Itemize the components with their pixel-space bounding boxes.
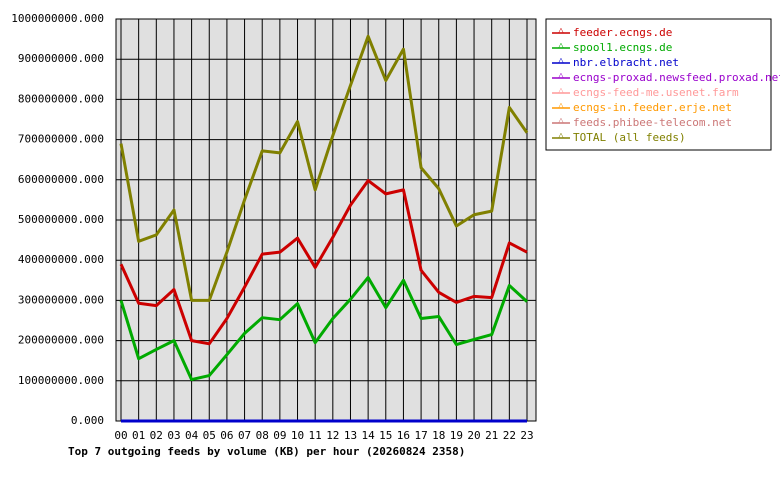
x-tick-label: 08: [256, 429, 269, 442]
x-tick-label: 02: [150, 429, 163, 442]
legend-marker: ˄: [558, 69, 564, 82]
x-tick-label: 05: [203, 429, 216, 442]
x-tick-label: 20: [467, 429, 480, 442]
x-tick-label: 07: [238, 429, 251, 442]
y-tick-label: 600000000.000: [18, 173, 104, 186]
legend-marker: ˄: [558, 54, 564, 67]
legend-marker: ˄: [558, 39, 564, 52]
x-tick-label: 03: [167, 429, 180, 442]
x-tick-label: 10: [291, 429, 304, 442]
y-tick-label: 300000000.000: [18, 293, 104, 306]
legend-label: ecngs-in.feeder.erje.net: [573, 101, 732, 114]
y-tick-label: 800000000.000: [18, 92, 104, 105]
chart-title: Top 7 outgoing feeds by volume (KB) per …: [68, 445, 465, 458]
x-tick-label: 04: [185, 429, 199, 442]
x-tick-label: 23: [520, 429, 533, 442]
legend-box: [545, 18, 772, 151]
y-tick-label: 900000000.000: [18, 52, 104, 65]
series-line: [119, 275, 529, 382]
x-tick-label: 17: [414, 429, 427, 442]
legend-marker: ˄: [558, 84, 564, 97]
series-line: [119, 179, 528, 346]
y-tick-label: 500000000.000: [18, 213, 104, 226]
legend-label: ecngs-proxad.newsfeed.proxad.net: [573, 71, 780, 84]
y-tick-label: 700000000.000: [18, 133, 104, 146]
x-tick-label: 06: [220, 429, 233, 442]
legend-label: nbr.elbracht.net: [573, 56, 679, 69]
x-tick-label: 09: [273, 429, 286, 442]
x-tick-label: 01: [132, 429, 145, 442]
x-tick-label: 15: [379, 429, 392, 442]
legend-label: feeds.phibee-telecom.net: [573, 116, 732, 129]
y-tick-label: 400000000.000: [18, 253, 104, 266]
x-tick-label: 11: [309, 429, 322, 442]
x-tick-label: 21: [485, 429, 498, 442]
x-tick-label: 14: [362, 429, 376, 442]
x-tick-label: 19: [450, 429, 463, 442]
y-tick-label: 100000000.000: [18, 374, 104, 387]
legend-marker: ˄: [558, 129, 564, 142]
y-tick-label: 200000000.000: [18, 334, 104, 347]
y-tick-label: 0.000: [71, 414, 104, 427]
x-tick-label: 13: [344, 429, 357, 442]
x-tick-label: 18: [432, 429, 445, 442]
x-tick-label: 12: [326, 429, 339, 442]
x-tick-label: 22: [503, 429, 516, 442]
y-tick-label: 1000000000.000: [11, 12, 104, 25]
legend-marker: ˄: [558, 24, 564, 37]
legend-marker: ˄: [558, 114, 564, 127]
legend-label: feeder.ecngs.de: [573, 26, 672, 39]
legend-marker: ˄: [558, 99, 564, 112]
legend-label: TOTAL (all feeds): [573, 131, 686, 144]
x-tick-label: 00: [114, 429, 127, 442]
series-line: [119, 34, 529, 302]
legend-label: spool1.ecngs.de: [573, 41, 672, 54]
legend-label: ecngs-feed-me.usenet.farm: [573, 86, 739, 99]
x-tick-label: 16: [397, 429, 410, 442]
